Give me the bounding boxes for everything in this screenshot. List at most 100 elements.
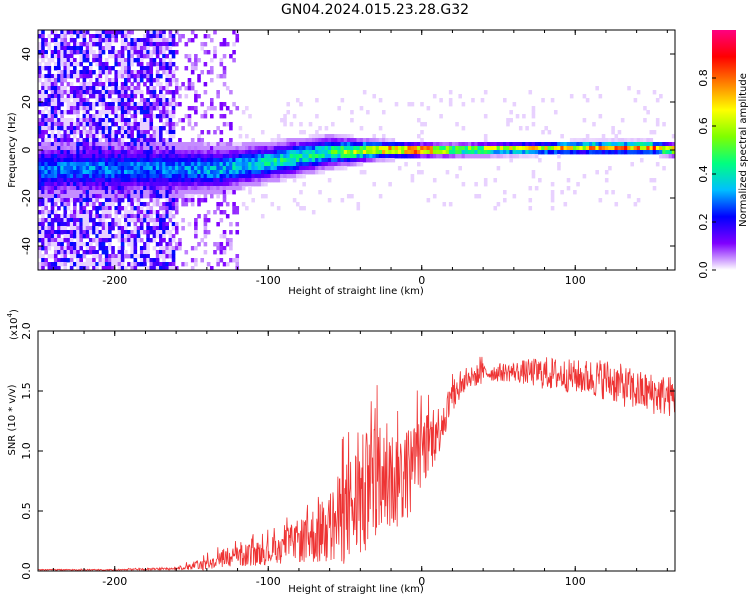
heatmap-cell [38,34,42,39]
heatmap-cell [159,178,163,183]
heatmap-cell [171,114,176,119]
heatmap-cell [267,142,271,147]
heatmap-cell [136,226,141,231]
heatmap-cell [251,166,255,171]
heatmap-cell [171,146,176,151]
heatmap-cell [159,186,163,191]
heatmap-cell [95,58,99,63]
heatmap-cell [85,198,90,203]
heatmap-cell [95,198,99,203]
heatmap-cell [168,78,173,83]
heatmap-cell [88,66,93,71]
heatmap-cell [73,190,77,195]
heatmap-cell [216,154,220,159]
heatmap-cell [117,54,122,59]
heatmap-cell [120,106,125,111]
heatmap-cell [95,54,99,59]
heatmap-cell [120,30,125,35]
heatmap-cell [88,210,93,215]
heatmap-cell [420,154,424,159]
heatmap-cell [146,86,150,91]
heatmap-cell [235,166,240,171]
heatmap-cell [127,34,131,39]
heatmap-cell [614,142,619,147]
heatmap-cell [85,102,90,107]
heatmap-cell [41,86,45,91]
heatmap-cell [41,238,45,243]
heatmap-cell [483,142,488,147]
heatmap-cell [159,250,163,255]
heatmap-cell [165,230,169,235]
heatmap-cell [69,186,74,191]
heatmap-cell [566,146,571,151]
heatmap-cell [47,70,52,75]
heatmap-cell [162,254,166,259]
heatmap-cell [92,194,96,199]
heatmap-cell [130,82,134,87]
heatmap-cell [245,106,249,111]
heatmap-cell [143,146,147,151]
heatmap-cell [98,214,103,219]
heatmap-cell [79,158,83,163]
heatmap-cell [187,142,192,147]
heatmap-cell [139,178,144,183]
heatmap-cell [101,134,106,139]
heatmap-cell [136,82,141,87]
heatmap-cell [187,122,192,127]
heatmap-cell [219,250,224,255]
heatmap-cell [280,178,284,183]
heatmap-cell [57,98,61,103]
heatmap-cell [130,106,134,111]
heatmap-cell [136,194,141,199]
heatmap-cell [85,66,90,71]
heatmap-cell [232,178,236,183]
heatmap-cell [120,46,125,51]
heatmap-cell [222,210,227,215]
heatmap-cell [92,178,96,183]
heatmap-cell [168,38,173,43]
heatmap-cell [69,174,74,179]
heatmap-cell [101,158,106,163]
heatmap-cell [101,230,106,235]
heatmap-cell [76,94,80,99]
heatmap-cell [82,138,87,143]
heatmap-cell [321,134,326,139]
heatmap-cell [76,182,80,187]
heatmap-cell [101,242,106,247]
heatmap-cell [162,122,166,127]
heatmap-cell [190,258,195,263]
heatmap-cell [238,170,243,175]
heatmap-cell [146,54,150,59]
heatmap-cell [206,162,211,167]
heatmap-cell [127,102,131,107]
heatmap-cell [289,174,294,179]
heatmap-cell [385,158,389,163]
heatmap-cell [124,46,128,51]
heatmap-cell [324,146,329,151]
heatmap-cell [95,34,99,39]
heatmap-cell [104,266,109,270]
heatmap-cell [85,186,90,191]
heatmap-cell [162,126,166,131]
heatmap-cell [178,178,182,183]
heatmap-cell [95,250,99,255]
heatmap-cell [531,174,536,179]
heatmap-cell [289,166,294,171]
heatmap-cell [159,154,163,159]
heatmap-cell [569,138,574,143]
heatmap-cell [41,110,45,115]
heatmap-cell [190,166,195,171]
heatmap-cell [92,106,96,111]
heatmap-cell [92,82,96,87]
heatmap-cell [60,198,64,203]
heatmap-cell [229,54,233,59]
heatmap-cell [655,150,660,155]
heatmap-cell [187,174,192,179]
heatmap-cell [152,78,157,83]
heatmap-cell [152,62,157,67]
heatmap-cell [159,82,163,87]
heatmap-cell [124,106,128,111]
heatmap-cell [133,86,138,91]
heatmap-cell [63,230,68,235]
heatmap-cell [209,186,214,191]
